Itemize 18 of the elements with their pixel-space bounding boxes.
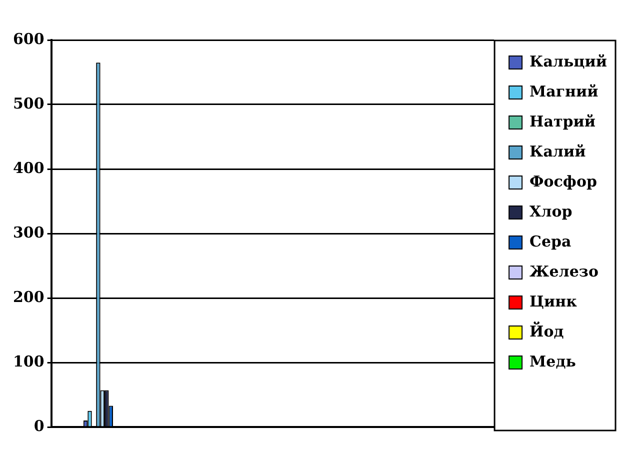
y-tick-label: 500 [13, 94, 44, 112]
y-tick-label: 0 [34, 416, 44, 435]
y-tick-label: 100 [13, 352, 44, 370]
legend-label: Калий [530, 142, 586, 160]
legend-label: Медь [530, 352, 576, 370]
legend-label: Цинк [530, 292, 578, 310]
y-tick-label: 400 [13, 158, 44, 177]
legend-label: Кальций [530, 52, 608, 70]
legend-label: Йод [530, 321, 564, 340]
legend-label: Железо [530, 262, 598, 280]
y-tick-label: 200 [13, 288, 44, 306]
y-tick-label: 300 [13, 223, 44, 242]
legend-label: Сера [530, 232, 572, 250]
legend-label: Магний [530, 82, 598, 100]
legend-label: Натрий [530, 112, 596, 130]
legend-label: Хлор [530, 202, 572, 220]
y-tick-label: 600 [13, 30, 44, 48]
legend-label: Фосфор [530, 172, 597, 190]
